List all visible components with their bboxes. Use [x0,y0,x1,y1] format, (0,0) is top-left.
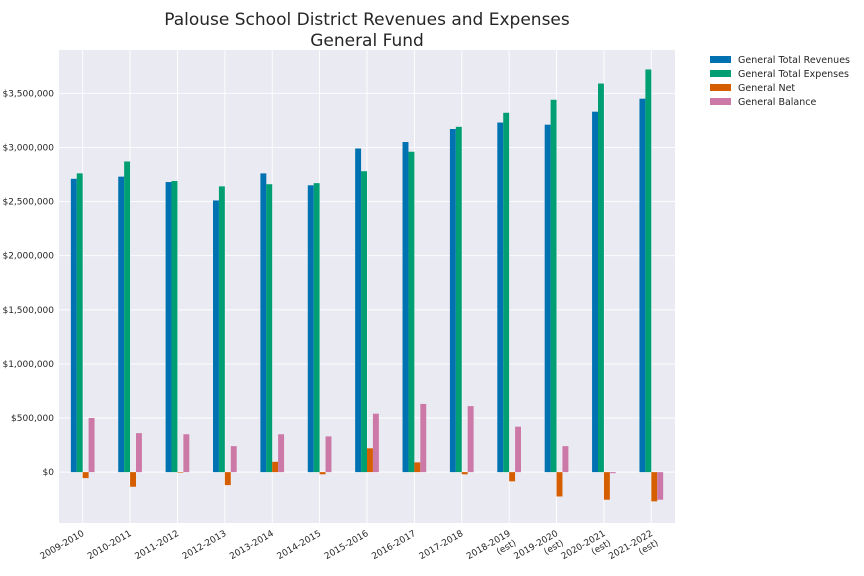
series-general-net [82,448,658,502]
x-tick-label: 2020-2021(est) [560,529,613,572]
legend-swatch [710,70,731,77]
series-general-total-expenses [76,69,652,473]
bar [272,461,279,473]
x-tick-label: 2015-2016 [323,529,371,562]
x-axis-tick-labels: 2009-2010 2010-2011 2011-2012 2012-2013 2013… [39,529,661,572]
bar [455,126,462,473]
legend-label: General Total Revenues [738,55,850,66]
bar [603,472,610,500]
bar [467,406,474,473]
bar [82,472,89,479]
bar [266,184,273,473]
bar [70,178,77,473]
legend-swatch [710,98,731,105]
bar [509,472,516,482]
bar [503,112,510,473]
series-general-total-revenues [70,98,646,473]
y-tick-label: $3,000,000 [2,143,54,153]
x-tick-label: 2009-2010 [39,529,87,562]
legend-swatch [710,56,731,63]
legend-swatch [710,84,731,91]
bar [183,434,190,473]
legend-label: General Total Expenses [738,69,849,80]
bar [402,142,409,473]
bar [124,161,131,473]
bar [657,472,664,500]
bar [130,472,136,487]
x-tick-label: 2019-2020(est) [513,529,566,572]
y-tick-label: $500,000 [11,414,54,424]
bar [177,472,184,473]
bar [651,472,658,502]
y-tick-label: $1,500,000 [2,306,54,316]
bar [307,185,314,473]
y-tick-label: $0 [43,468,55,478]
series-general-balance [88,403,664,500]
legend: General Total Revenues General Total Expe… [710,55,850,108]
bar [420,403,427,473]
bar [313,183,320,473]
bar [224,472,231,486]
x-tick-label: 2018-2019(est) [465,529,518,572]
bar [497,122,504,473]
bar [88,418,95,473]
bar [361,171,367,473]
y-tick-label: $2,500,000 [2,198,54,208]
x-tick-label: 2016-2017 [370,529,417,562]
bar [118,176,125,473]
bar [372,413,379,473]
bar [260,173,267,473]
bar [592,111,598,473]
bar [218,186,225,473]
bar [165,182,172,473]
bar [609,472,616,474]
x-tick-label: 2014-2015 [276,529,323,562]
bar [414,462,421,473]
x-tick-label: 2010-2011 [86,529,133,562]
bar [550,99,557,473]
bar [515,426,521,473]
x-tick-label: 2012-2013 [181,529,228,562]
bar [367,448,373,473]
x-tick-label: 2021-2022(est) [607,529,660,572]
bar [278,434,285,473]
x-tick-label: 2011-2012 [133,529,180,562]
bar [355,148,362,473]
bar [136,433,142,473]
y-tick-label: $2,000,000 [2,252,54,262]
bar [598,83,604,473]
bar [408,151,415,473]
legend-label: General Net [738,83,795,94]
bar [325,436,332,473]
y-tick-label: $1,000,000 [2,360,54,370]
bar [562,446,569,473]
y-axis-tick-labels: $0 $500,000 $1,000,000 $1,500,000 $2,000,000… [2,89,54,478]
bar [556,472,563,497]
bar [213,200,219,473]
legend-label: General Balance [738,97,817,108]
chart-title-line-2: General Fund [310,31,424,51]
bar [544,124,551,473]
bar [230,446,237,473]
bar [645,69,652,473]
bars [70,69,664,502]
x-tick-label: 2013-2014 [228,529,276,562]
bar [461,472,468,475]
y-tick-label: $3,500,000 [2,89,54,99]
bar [639,98,646,473]
bar [171,180,178,473]
bar [319,472,326,475]
x-tick-label: 2017-2018 [418,529,466,562]
bar [449,129,456,473]
chart-title-line-1: Palouse School District Revenues and Exp… [164,10,570,30]
bar [76,173,83,473]
